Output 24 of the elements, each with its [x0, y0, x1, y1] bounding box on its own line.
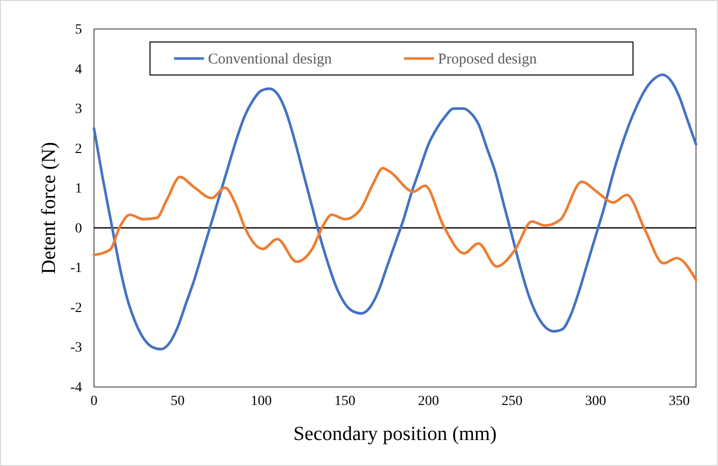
- x-tick-label: 200: [418, 394, 439, 409]
- x-tick-label: 300: [585, 394, 606, 409]
- x-axis-title: Secondary position (mm): [293, 423, 497, 445]
- legend-label: Conventional design: [208, 52, 332, 68]
- y-tick-label: 4: [75, 62, 82, 78]
- y-tick-label: -1: [70, 261, 82, 276]
- y-axis-title: Detent force (N): [38, 142, 60, 274]
- line-series: [92, 73, 698, 351]
- x-tick-label: 250: [502, 394, 523, 409]
- line-series: [92, 166, 698, 282]
- y-tick-label: 1: [75, 182, 82, 197]
- y-tick-label: -2: [70, 300, 82, 316]
- x-tick-label: 350: [668, 394, 690, 409]
- y-tick-label: 0: [75, 221, 82, 236]
- y-tick-label: 5: [75, 22, 82, 38]
- x-tick-label: 50: [170, 394, 185, 409]
- x-tick-label: 150: [334, 394, 356, 409]
- x-tick-label: 0: [90, 394, 98, 409]
- y-tick-label: 3: [75, 102, 82, 118]
- y-tick-label: -3: [70, 340, 82, 356]
- y-tick-label: -4: [70, 380, 82, 396]
- y-tick-label: 2: [75, 142, 82, 157]
- legend-label: Proposed design: [438, 52, 538, 68]
- x-tick-label: 100: [250, 394, 272, 409]
